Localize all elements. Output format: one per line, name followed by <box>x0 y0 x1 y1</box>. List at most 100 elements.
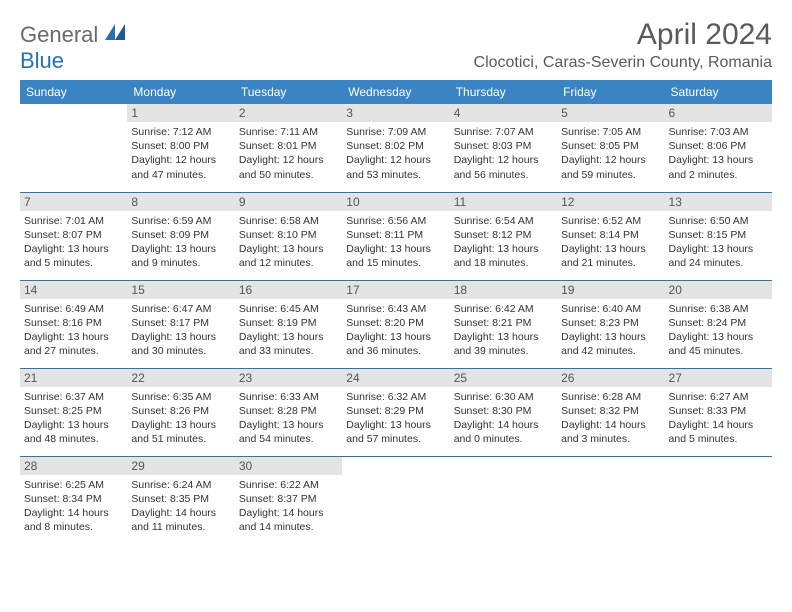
sunrise-text: Sunrise: 6:38 AM <box>669 302 768 316</box>
day-content: Sunrise: 6:27 AMSunset: 8:33 PMDaylight:… <box>669 390 768 447</box>
daylight-text: Daylight: 12 hours and 56 minutes. <box>454 153 553 181</box>
sunset-text: Sunset: 8:11 PM <box>346 228 445 242</box>
calendar-cell <box>557 456 664 544</box>
sunrise-text: Sunrise: 6:56 AM <box>346 214 445 228</box>
sunset-text: Sunset: 8:17 PM <box>131 316 230 330</box>
daylight-text: Daylight: 14 hours and 3 minutes. <box>561 418 660 446</box>
sunrise-text: Sunrise: 6:59 AM <box>131 214 230 228</box>
daylight-text: Daylight: 12 hours and 47 minutes. <box>131 153 230 181</box>
day-number: 25 <box>450 369 557 387</box>
calendar-cell: 21Sunrise: 6:37 AMSunset: 8:25 PMDayligh… <box>20 368 127 456</box>
calendar-cell: 8Sunrise: 6:59 AMSunset: 8:09 PMDaylight… <box>127 192 234 280</box>
day-content: Sunrise: 6:22 AMSunset: 8:37 PMDaylight:… <box>239 478 338 535</box>
calendar-cell: 30Sunrise: 6:22 AMSunset: 8:37 PMDayligh… <box>235 456 342 544</box>
calendar-cell: 1 Sunrise: 7:12 AMSunset: 8:00 PMDaylight… <box>127 104 234 192</box>
daylight-text: Daylight: 13 hours and 12 minutes. <box>239 242 338 270</box>
calendar-cell: 27 Sunrise: 6:27 AMSunset: 8:33 PMDayligh… <box>665 368 772 456</box>
day-content: Sunrise: 6:54 AMSunset: 8:12 PMDaylight:… <box>454 214 553 271</box>
daylight-text: Daylight: 13 hours and 2 minutes. <box>669 153 768 181</box>
weekday-header: Thursday <box>450 80 557 104</box>
day-number: 22 <box>127 369 234 387</box>
calendar-cell: 22 Sunrise: 6:35 AMSunset: 8:26 PMDayligh… <box>127 368 234 456</box>
day-content: Sunrise: 6:42 AMSunset: 8:21 PMDaylight:… <box>454 302 553 359</box>
day-number: 26 <box>557 369 664 387</box>
daylight-text: Daylight: 13 hours and 48 minutes. <box>24 418 123 446</box>
day-number: 1 <box>127 104 234 122</box>
calendar-row: 1Sunrise: 7:12 AMSunset: 8:00 PMDaylight… <box>20 104 772 192</box>
sunset-text: Sunset: 8:01 PM <box>239 139 338 153</box>
weekday-header: Saturday <box>665 80 772 104</box>
sunset-text: Sunset: 8:09 PM <box>131 228 230 242</box>
weekday-header-row: Sunday Monday Tuesday Wednesday Thursday… <box>20 80 772 104</box>
daylight-text: Daylight: 13 hours and 54 minutes. <box>239 418 338 446</box>
day-content: Sunrise: 7:11 AMSunset: 8:01 PMDaylight:… <box>239 125 338 182</box>
sunset-text: Sunset: 8:03 PM <box>454 139 553 153</box>
sunset-text: Sunset: 8:16 PM <box>24 316 123 330</box>
daylight-text: Daylight: 14 hours and 14 minutes. <box>239 506 338 534</box>
sunrise-text: Sunrise: 6:35 AM <box>131 390 230 404</box>
daylight-text: Daylight: 13 hours and 45 minutes. <box>669 330 768 358</box>
daylight-text: Daylight: 13 hours and 15 minutes. <box>346 242 445 270</box>
day-content: Sunrise: 6:33 AMSunset: 8:28 PMDaylight:… <box>239 390 338 447</box>
day-number: 4 <box>450 104 557 122</box>
calendar-row: 7 Sunrise: 7:01 AMSunset: 8:07 PMDaylight… <box>20 192 772 280</box>
day-content: Sunrise: 6:40 AMSunset: 8:23 PMDaylight:… <box>561 302 660 359</box>
sunset-text: Sunset: 8:26 PM <box>131 404 230 418</box>
day-content: Sunrise: 6:30 AMSunset: 8:30 PMDaylight:… <box>454 390 553 447</box>
sunrise-text: Sunrise: 6:25 AM <box>24 478 123 492</box>
calendar-cell: 10Sunrise: 6:56 AMSunset: 8:11 PMDayligh… <box>342 192 449 280</box>
day-number: 7 <box>20 193 127 211</box>
sunset-text: Sunset: 8:06 PM <box>669 139 768 153</box>
logo-text-blue: Blue <box>20 48 64 73</box>
daylight-text: Daylight: 13 hours and 51 minutes. <box>131 418 230 446</box>
sunrise-text: Sunrise: 6:27 AM <box>669 390 768 404</box>
daylight-text: Daylight: 14 hours and 11 minutes. <box>131 506 230 534</box>
day-content: Sunrise: 6:35 AMSunset: 8:26 PMDaylight:… <box>131 390 230 447</box>
calendar-row: 14Sunrise: 6:49 AMSunset: 8:16 PMDayligh… <box>20 280 772 368</box>
sunrise-text: Sunrise: 7:12 AM <box>131 125 230 139</box>
calendar-cell: 9Sunrise: 6:58 AMSunset: 8:10 PMDaylight… <box>235 192 342 280</box>
weekday-header: Friday <box>557 80 664 104</box>
daylight-text: Daylight: 13 hours and 39 minutes. <box>454 330 553 358</box>
day-content: Sunrise: 6:37 AMSunset: 8:25 PMDaylight:… <box>24 390 123 447</box>
sunrise-text: Sunrise: 6:37 AM <box>24 390 123 404</box>
sunset-text: Sunset: 8:20 PM <box>346 316 445 330</box>
sunrise-text: Sunrise: 6:49 AM <box>24 302 123 316</box>
daylight-text: Daylight: 12 hours and 53 minutes. <box>346 153 445 181</box>
daylight-text: Daylight: 13 hours and 57 minutes. <box>346 418 445 446</box>
calendar-cell <box>450 456 557 544</box>
calendar-table: Sunday Monday Tuesday Wednesday Thursday… <box>20 80 772 544</box>
sunrise-text: Sunrise: 6:40 AM <box>561 302 660 316</box>
day-number: 16 <box>235 281 342 299</box>
calendar-cell: 23Sunrise: 6:33 AMSunset: 8:28 PMDayligh… <box>235 368 342 456</box>
sunrise-text: Sunrise: 6:32 AM <box>346 390 445 404</box>
day-number: 27 <box>665 369 772 387</box>
sunrise-text: Sunrise: 6:22 AM <box>239 478 338 492</box>
calendar-row: 28Sunrise: 6:25 AMSunset: 8:34 PMDayligh… <box>20 456 772 544</box>
sunset-text: Sunset: 8:10 PM <box>239 228 338 242</box>
calendar-cell: 19Sunrise: 6:40 AMSunset: 8:23 PMDayligh… <box>557 280 664 368</box>
daylight-text: Daylight: 13 hours and 21 minutes. <box>561 242 660 270</box>
day-number: 6 <box>665 104 772 122</box>
day-content: Sunrise: 6:50 AMSunset: 8:15 PMDaylight:… <box>669 214 768 271</box>
sunrise-text: Sunrise: 7:01 AM <box>24 214 123 228</box>
calendar-cell: 24Sunrise: 6:32 AMSunset: 8:29 PMDayligh… <box>342 368 449 456</box>
day-number: 29 <box>127 457 234 475</box>
sunrise-text: Sunrise: 6:43 AM <box>346 302 445 316</box>
sunrise-text: Sunrise: 7:03 AM <box>669 125 768 139</box>
day-content: Sunrise: 7:01 AMSunset: 8:07 PMDaylight:… <box>24 214 123 271</box>
calendar-cell: 2Sunrise: 7:11 AMSunset: 8:01 PMDaylight… <box>235 104 342 192</box>
sunset-text: Sunset: 8:33 PM <box>669 404 768 418</box>
sunset-text: Sunset: 8:24 PM <box>669 316 768 330</box>
day-content: Sunrise: 7:03 AMSunset: 8:06 PMDaylight:… <box>669 125 768 182</box>
daylight-text: Daylight: 13 hours and 5 minutes. <box>24 242 123 270</box>
calendar-body: 1Sunrise: 7:12 AMSunset: 8:00 PMDaylight… <box>20 104 772 544</box>
calendar-cell: 28Sunrise: 6:25 AMSunset: 8:34 PMDayligh… <box>20 456 127 544</box>
weekday-header: Sunday <box>20 80 127 104</box>
calendar-cell: 29Sunrise: 6:24 AMSunset: 8:35 PMDayligh… <box>127 456 234 544</box>
calendar-cell <box>20 104 127 192</box>
sunset-text: Sunset: 8:12 PM <box>454 228 553 242</box>
sunset-text: Sunset: 8:00 PM <box>131 139 230 153</box>
day-content: Sunrise: 7:05 AMSunset: 8:05 PMDaylight:… <box>561 125 660 182</box>
day-number: 20 <box>665 281 772 299</box>
